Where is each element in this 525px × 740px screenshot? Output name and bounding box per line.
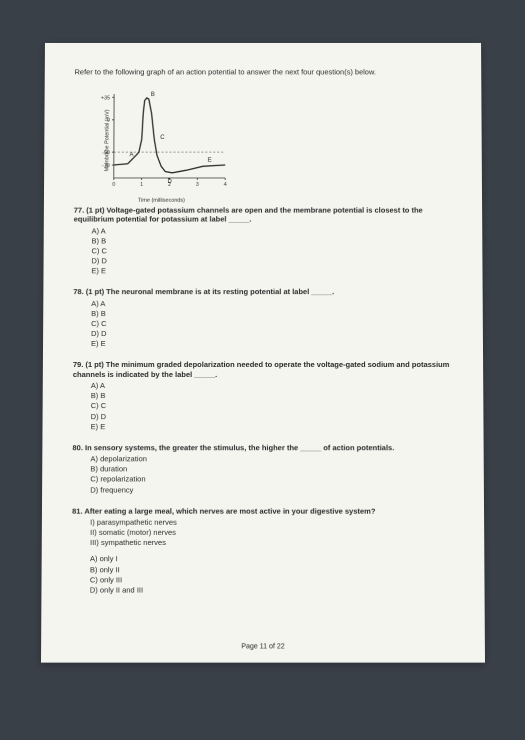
question-text: 80. In sensory systems, the greater the …: [72, 443, 453, 452]
answer-option: C) only III: [89, 575, 453, 585]
question: 77. (1 pt) Voltage-gated potassium chann…: [73, 206, 452, 277]
answer-options: A) AB) BC) CD) DE) E: [91, 226, 452, 276]
answer-option: A) A: [90, 381, 452, 391]
answer-option: C) C: [91, 246, 452, 256]
answer-option: B) duration: [90, 465, 453, 475]
worksheet-page: Refer to the following graph of an actio…: [40, 43, 484, 663]
roman-option: II) somatic (motor) nerves: [90, 528, 454, 538]
answer-option: B) B: [91, 309, 453, 319]
answer-option: E) E: [90, 422, 453, 432]
x-axis-label: Time (milliseconds): [137, 198, 184, 204]
answer-option: A) A: [91, 299, 453, 309]
svg-text:C: C: [160, 135, 165, 141]
question-text: 81. After eating a large meal, which ner…: [72, 506, 454, 515]
svg-text:D: D: [167, 179, 172, 185]
svg-text:E: E: [207, 158, 211, 164]
question: 78. (1 pt) The neuronal membrane is at i…: [73, 288, 453, 350]
answer-option: D) D: [90, 412, 453, 422]
answer-options: A) depolarizationB) durationC) repolariz…: [90, 454, 454, 495]
answer-option: C) repolarization: [90, 475, 453, 485]
question-text: 78. (1 pt) The neuronal membrane is at i…: [73, 288, 452, 297]
answer-option: D) D: [91, 256, 452, 266]
roman-option: I) parasympathetic nerves: [90, 518, 454, 528]
answer-option: E) E: [91, 267, 452, 277]
answer-option: A) depolarization: [90, 454, 453, 464]
chart-svg: +350-50-7001234ABCDE: [91, 88, 230, 192]
svg-text:B: B: [150, 92, 154, 98]
svg-text:1: 1: [140, 182, 143, 188]
answer-option: A) A: [91, 226, 452, 236]
question: 81. After eating a large meal, which ner…: [71, 506, 454, 595]
svg-text:A: A: [129, 152, 133, 158]
answer-option: D) D: [91, 329, 453, 339]
answer-options: A) AB) BC) CD) DE) E: [91, 299, 453, 350]
answer-option: D) only II and III: [89, 585, 454, 595]
answer-option: C) C: [90, 401, 453, 411]
answer-option: C) C: [91, 319, 453, 329]
instruction-text: Refer to the following graph of an actio…: [74, 68, 451, 77]
answer-options: A) only IB) only IIC) only IIID) only II…: [89, 554, 454, 595]
question-text: 79. (1 pt) The minimum graded depolariza…: [72, 360, 452, 379]
answer-option: E) E: [91, 339, 453, 349]
answer-options: A) AB) BC) CD) DE) E: [90, 381, 453, 432]
svg-text:0: 0: [112, 182, 115, 188]
answer-option: B) only II: [89, 565, 453, 575]
chart-container: Membrane Potential (mV) +350-50-7001234A…: [91, 88, 451, 192]
answer-option: A) only I: [89, 554, 453, 564]
page-footer: Page 11 of 22: [41, 643, 485, 650]
svg-text:+35: +35: [100, 95, 109, 101]
roman-options: I) parasympathetic nervesII) somatic (mo…: [90, 518, 454, 549]
roman-option: III) sympathetic nerves: [90, 538, 454, 548]
answer-option: B) B: [91, 236, 452, 246]
svg-text:3: 3: [195, 182, 198, 188]
question: 79. (1 pt) The minimum graded depolariza…: [72, 360, 453, 432]
svg-text:4: 4: [223, 182, 226, 188]
answer-option: B) B: [90, 391, 453, 401]
question: 80. In sensory systems, the greater the …: [72, 443, 454, 495]
action-potential-chart: Membrane Potential (mV) +350-50-7001234A…: [91, 88, 230, 192]
question-text: 77. (1 pt) Voltage-gated potassium chann…: [73, 206, 452, 225]
y-axis-label: Membrane Potential (mV): [104, 109, 110, 171]
answer-option: D) frequency: [90, 485, 454, 495]
questions-list: 77. (1 pt) Voltage-gated potassium chann…: [71, 206, 454, 596]
